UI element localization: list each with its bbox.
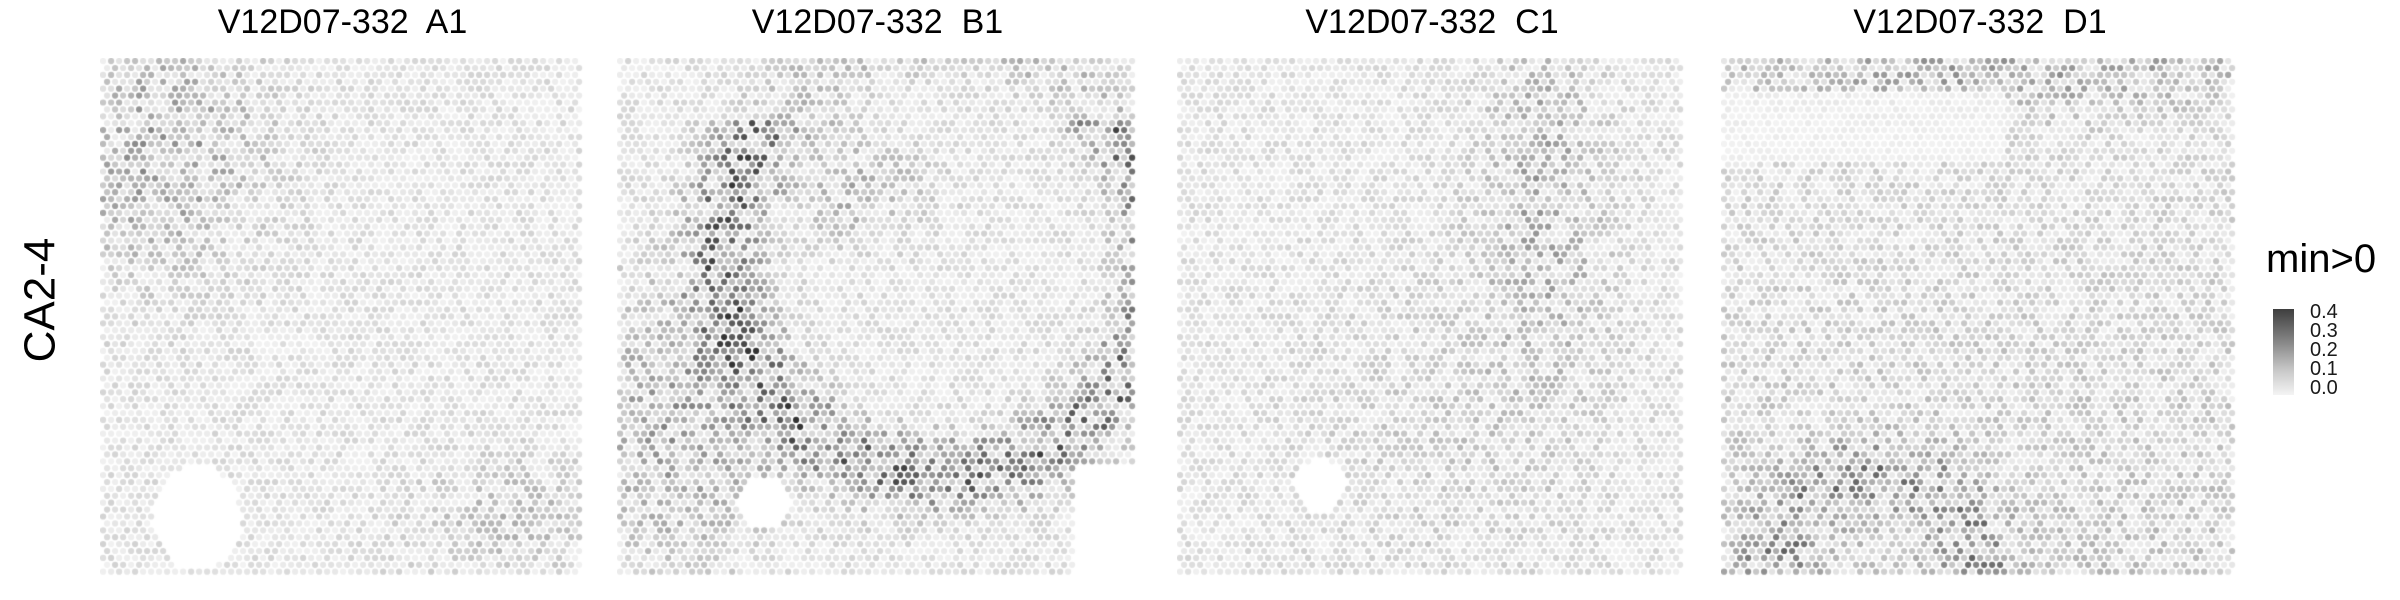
spot-map-c1 bbox=[1177, 58, 1687, 580]
row-label-text: CA2-4 bbox=[16, 238, 65, 363]
legend-tick-label: 0.4 bbox=[2310, 301, 2338, 323]
legend-colorbar bbox=[2273, 309, 2294, 395]
panel-title-b1: V12D07-332 B1 bbox=[751, 3, 1004, 41]
spot-panel-d1 bbox=[1721, 58, 2239, 580]
panel-title-a1: V12D07-332 A1 bbox=[217, 3, 468, 41]
panel-title-d1: V12D07-332 D1 bbox=[1853, 3, 2107, 41]
legend-tick-label: 0.1 bbox=[2310, 358, 2338, 380]
spot-panel-a1 bbox=[100, 58, 585, 580]
legend-tick-mark bbox=[2298, 349, 2304, 350]
spot-map-a1 bbox=[100, 58, 585, 580]
legend-tick-mark bbox=[2298, 387, 2304, 388]
panel-title-c1: V12D07-332 C1 bbox=[1305, 3, 1559, 41]
legend-tick-label: 0.2 bbox=[2310, 339, 2338, 361]
legend-tick-label: 0.3 bbox=[2310, 320, 2338, 342]
spot-map-b1 bbox=[617, 58, 1138, 580]
spot-panel-c1 bbox=[1177, 58, 1687, 580]
legend-tick-label: 0.0 bbox=[2310, 377, 2338, 399]
spot-map-d1 bbox=[1721, 58, 2239, 580]
legend-tick-mark bbox=[2298, 330, 2304, 331]
legend-tick-mark bbox=[2298, 311, 2304, 312]
legend-title: min>0 bbox=[2266, 237, 2377, 281]
row-label: CA2-4 bbox=[0, 170, 80, 430]
legend-tick-mark bbox=[2298, 368, 2304, 369]
spot-panel-b1 bbox=[617, 58, 1138, 580]
